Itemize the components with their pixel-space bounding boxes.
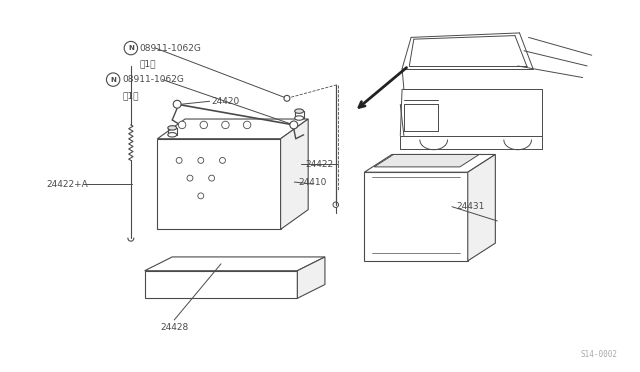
Text: 24422: 24422 (305, 160, 333, 169)
Polygon shape (157, 139, 280, 230)
Text: 〈1〉: 〈1〉 (140, 60, 156, 68)
Circle shape (200, 121, 207, 129)
Circle shape (198, 193, 204, 199)
Text: 24428: 24428 (160, 323, 188, 332)
Circle shape (124, 41, 138, 55)
Ellipse shape (168, 132, 177, 137)
Circle shape (209, 175, 214, 181)
Text: 08911-1062G: 08911-1062G (122, 75, 184, 84)
Circle shape (290, 121, 298, 129)
Polygon shape (374, 154, 479, 167)
Polygon shape (364, 154, 495, 172)
Text: 24431: 24431 (456, 202, 484, 211)
Circle shape (179, 121, 186, 129)
Circle shape (220, 157, 225, 163)
Circle shape (187, 175, 193, 181)
Circle shape (173, 100, 181, 108)
Text: 24420: 24420 (212, 97, 240, 106)
Text: N: N (128, 45, 134, 51)
Circle shape (176, 157, 182, 163)
Polygon shape (145, 271, 298, 298)
Ellipse shape (294, 109, 303, 113)
Polygon shape (280, 119, 308, 230)
Polygon shape (298, 257, 325, 298)
Polygon shape (468, 154, 495, 261)
Polygon shape (364, 172, 468, 261)
Text: 24410: 24410 (298, 177, 326, 187)
Text: 08911-1062G: 08911-1062G (140, 44, 202, 52)
Text: N: N (110, 77, 116, 83)
Text: S14-0002: S14-0002 (580, 350, 618, 359)
Ellipse shape (294, 116, 303, 120)
Text: 24422+A: 24422+A (46, 180, 88, 189)
Circle shape (221, 121, 229, 129)
Circle shape (284, 95, 290, 101)
Circle shape (243, 121, 251, 129)
Polygon shape (145, 257, 325, 271)
Circle shape (106, 73, 120, 86)
Ellipse shape (168, 126, 177, 130)
Text: 〈1〉: 〈1〉 (122, 91, 138, 100)
Circle shape (198, 157, 204, 163)
Polygon shape (157, 119, 308, 139)
